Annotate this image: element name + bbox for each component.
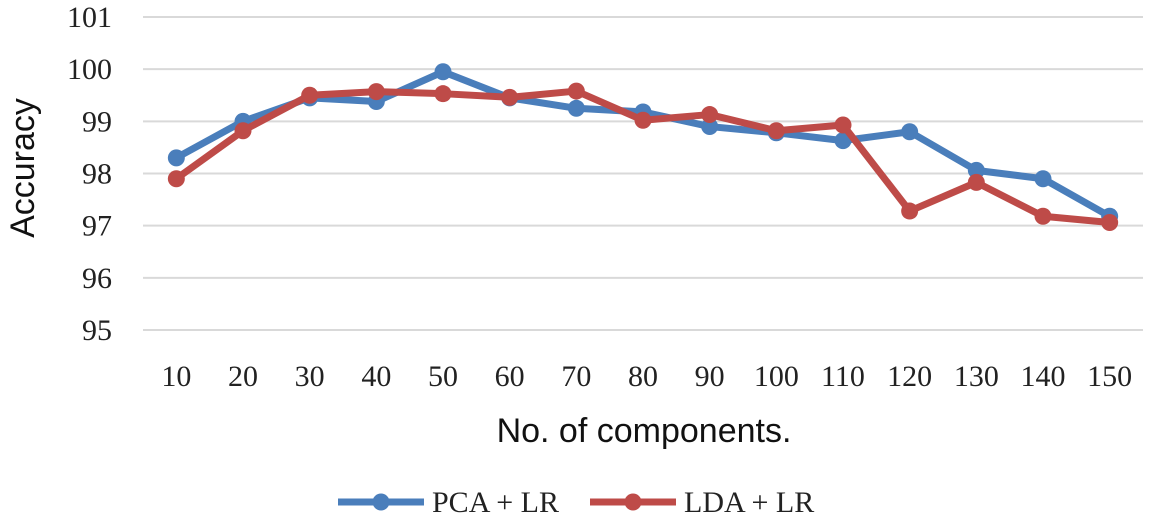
x-tick-label: 140	[1021, 360, 1066, 393]
x-tick-label: 40	[361, 360, 391, 393]
data-point	[501, 88, 519, 106]
x-tick-label: 150	[1087, 360, 1132, 393]
legend: PCA + LR LDA + LR	[338, 486, 814, 519]
x-axis-title: No. of components.	[497, 412, 792, 450]
series-1	[167, 82, 1119, 232]
x-tick-label: 50	[428, 360, 458, 393]
data-point	[167, 149, 185, 167]
x-tick-label: 120	[887, 360, 932, 393]
data-point	[834, 132, 852, 150]
x-tick-label: 130	[954, 360, 999, 393]
y-tick-label: 95	[82, 314, 112, 347]
y-tick-label: 98	[82, 158, 112, 191]
data-point	[701, 118, 719, 136]
data-point	[434, 85, 452, 103]
data-point	[434, 63, 452, 81]
x-tick-label: 100	[754, 360, 799, 393]
x-tick-label: 60	[495, 360, 525, 393]
x-tick-label: 20	[228, 360, 258, 393]
data-point	[634, 111, 652, 129]
y-tick-label: 99	[82, 105, 112, 138]
data-point	[834, 116, 852, 134]
data-point	[967, 173, 985, 191]
data-point	[1101, 214, 1119, 232]
data-point	[967, 161, 985, 179]
x-tick-label: 10	[161, 360, 191, 393]
data-point	[167, 170, 185, 188]
data-point	[767, 122, 785, 140]
series-group	[167, 63, 1119, 232]
y-tick-label: 100	[67, 53, 112, 86]
legend-item-0: PCA + LR	[338, 486, 559, 519]
data-point	[901, 202, 919, 220]
legend-marker	[372, 493, 390, 511]
x-tick-label: 90	[695, 360, 725, 393]
data-point	[234, 122, 252, 140]
legend-label: PCA + LR	[432, 486, 559, 519]
y-tick-label: 101	[67, 1, 112, 34]
data-point	[301, 86, 319, 104]
y-tick-label: 96	[82, 262, 112, 295]
data-point	[567, 82, 585, 100]
data-point	[567, 99, 585, 117]
legend-marker	[624, 493, 642, 511]
data-point	[701, 106, 719, 124]
x-tick-label: 70	[561, 360, 591, 393]
data-point	[1034, 207, 1052, 225]
x-tick-label: 30	[295, 360, 325, 393]
y-axis-title: Accuracy	[4, 98, 42, 238]
legend-item-1: LDA + LR	[590, 486, 814, 519]
legend-label: LDA + LR	[684, 486, 814, 519]
y-axis-ticks: 95 96 97 98 99 100 101	[67, 1, 112, 347]
x-tick-label: 110	[821, 360, 865, 393]
data-point	[367, 83, 385, 101]
data-point	[901, 123, 919, 141]
y-tick-label: 97	[82, 210, 112, 243]
x-axis-ticks: 10 20 30 40 50 60 70 80 90 100 110 120 130 140 150	[161, 360, 1132, 393]
data-point	[1034, 170, 1052, 188]
x-tick-label: 80	[628, 360, 658, 393]
